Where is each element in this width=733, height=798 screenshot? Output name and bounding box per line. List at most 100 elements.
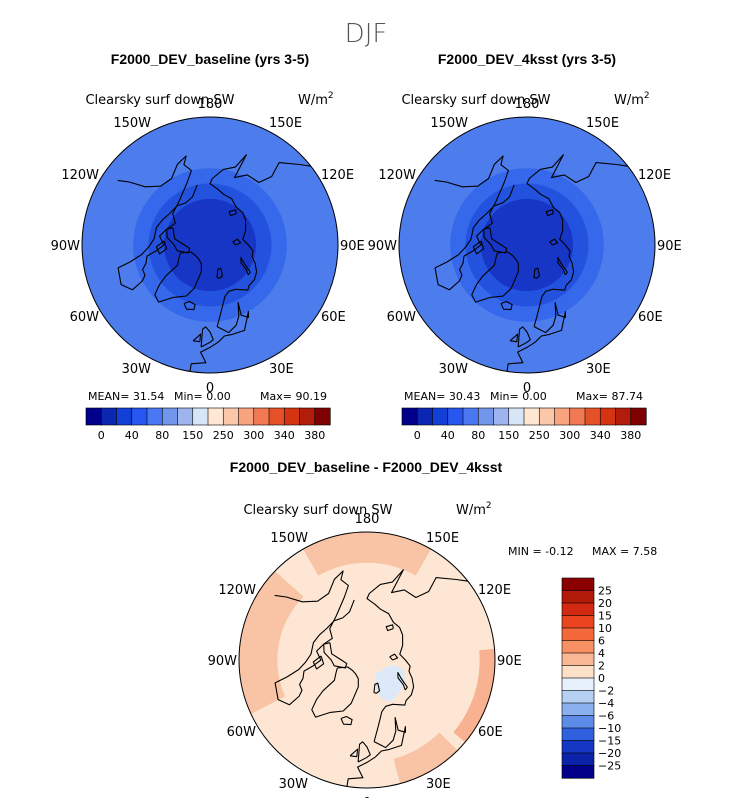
colorbar: 0 40 80 150 250 300 340 380	[401, 407, 647, 442]
panel-4ksst: F2000_DEV_4ksst (yrs 3-5) Clearsky surf …	[368, 51, 682, 442]
colorbar-swatch	[561, 590, 595, 604]
coastline	[232, 238, 242, 246]
stats-line: MEAN= 31.54 Min= 0.00 Max= 90.19	[88, 390, 327, 403]
panel-title: F2000_DEV_baseline - F2000_DEV_4ksst	[230, 459, 503, 475]
longitude-label: 30W	[279, 777, 309, 792]
longitude-label: 30W	[122, 362, 152, 377]
colorbar-tick-label: 20	[598, 597, 612, 610]
colorbar-tick-label: −15	[598, 735, 621, 748]
colorbar-tick-label: 0	[598, 672, 605, 685]
coastline	[517, 326, 531, 348]
value-ring	[480, 198, 574, 292]
coastline	[183, 300, 196, 311]
coastline	[533, 267, 541, 279]
coastline	[189, 301, 250, 372]
coastline	[526, 154, 628, 327]
longitude-label: 90E	[497, 654, 522, 669]
colorbar-swatch	[177, 407, 194, 426]
colorbar-tick-label: 2	[598, 660, 605, 673]
panel-title: F2000_DEV_baseline (yrs 3-5)	[111, 51, 309, 67]
colorbar-swatch	[561, 752, 595, 767]
units-label: W/m2	[456, 501, 492, 518]
colorbar-tick-label: 380	[620, 429, 641, 442]
colorbar-swatch	[561, 615, 595, 629]
colorbar-tick-label: 0	[98, 429, 105, 442]
colorbar-tick-label: 150	[498, 429, 519, 442]
longitude-label: 30E	[426, 777, 451, 792]
colorbar-tick-label: 340	[590, 429, 611, 442]
longitude-label: 30E	[586, 362, 611, 377]
colorbar-swatch	[238, 407, 255, 426]
colorbar-swatch	[523, 407, 540, 426]
longitude-label: 120E	[478, 583, 511, 598]
longitude-label: 150E	[269, 116, 302, 131]
variable-label: Clearsky surf down SW	[85, 93, 234, 108]
colorbar-tick-label: 300	[243, 429, 264, 442]
longitude-label: 120W	[218, 583, 256, 598]
longitude-label: 60E	[638, 310, 663, 325]
coastline	[154, 251, 202, 303]
coastline	[385, 624, 394, 632]
colorbar-tick-label: 80	[471, 429, 485, 442]
colorbar-tick-label: 40	[441, 429, 455, 442]
colorbar-tick-label: 0	[414, 429, 421, 442]
negative-patch	[374, 664, 405, 703]
colorbar-tick-label: 300	[559, 429, 580, 442]
colorbar-swatch	[432, 407, 449, 426]
coastline	[471, 251, 519, 303]
coastline	[472, 240, 485, 255]
coastline	[349, 748, 359, 758]
map-fill	[399, 117, 655, 373]
variable-label: Clearsky surf down SW	[243, 503, 392, 518]
longitude-label: 30E	[269, 362, 294, 377]
map-fill	[239, 532, 495, 788]
coastline	[240, 256, 251, 276]
longitude-label: 150W	[270, 531, 308, 546]
longitude-label: 150E	[586, 116, 619, 131]
longitude-label: 60W	[70, 310, 100, 325]
coastline	[373, 682, 381, 694]
longitude-label: 120W	[61, 168, 99, 183]
colorbar-tick-label: −20	[598, 747, 621, 760]
colorbar-swatch	[85, 407, 102, 426]
value-background	[239, 532, 495, 788]
stat-value: MEAN= 31.54	[88, 390, 164, 403]
colorbar-tick-label: 4	[598, 647, 605, 660]
coastline	[389, 653, 399, 661]
units-label: W/m2	[614, 91, 650, 108]
positive-patch	[393, 732, 458, 784]
coastline	[545, 209, 554, 217]
colorbar-swatch	[561, 577, 595, 592]
panel-difference: F2000_DEV_baseline - F2000_DEV_4ksst Cle…	[208, 459, 658, 798]
stats-line: MIN = -0.12 MAX = 7.58	[508, 545, 657, 558]
colorbar-swatch	[561, 602, 595, 617]
colorbar-swatch	[561, 640, 595, 654]
units-label: W/m2	[298, 91, 334, 108]
variable-label: Clearsky surf down SW	[401, 93, 550, 108]
colorbar-swatch	[508, 407, 525, 426]
coastline	[366, 569, 468, 742]
longitude-label: 150W	[430, 116, 468, 131]
coastline	[166, 227, 191, 254]
longitude-label: 0	[363, 796, 371, 798]
panel-baseline: F2000_DEV_baseline (yrs 3-5) Clearsky su…	[51, 51, 365, 442]
colorbar-swatch	[131, 407, 148, 426]
colorbar-swatch	[222, 407, 240, 426]
colorbar-swatch	[207, 407, 224, 426]
coastline	[500, 300, 513, 311]
colorbar-swatch	[100, 407, 118, 426]
colorbar-swatch	[561, 765, 595, 779]
longitude-label: 90W	[51, 239, 81, 254]
colorbar-swatch	[615, 407, 632, 426]
coastline	[200, 326, 214, 348]
colorbar-swatch	[192, 407, 209, 426]
colorbar-swatch	[561, 665, 595, 679]
colorbar-swatch	[561, 652, 595, 667]
colorbar: 0 40 80 150 250 300 340 380	[85, 407, 331, 442]
longitude-label: 150E	[426, 531, 459, 546]
map-fill	[82, 117, 338, 373]
colorbar-swatch	[447, 407, 464, 426]
colorbar-swatch	[161, 407, 179, 426]
longitude-label: 90E	[340, 239, 365, 254]
coastline	[397, 671, 408, 691]
